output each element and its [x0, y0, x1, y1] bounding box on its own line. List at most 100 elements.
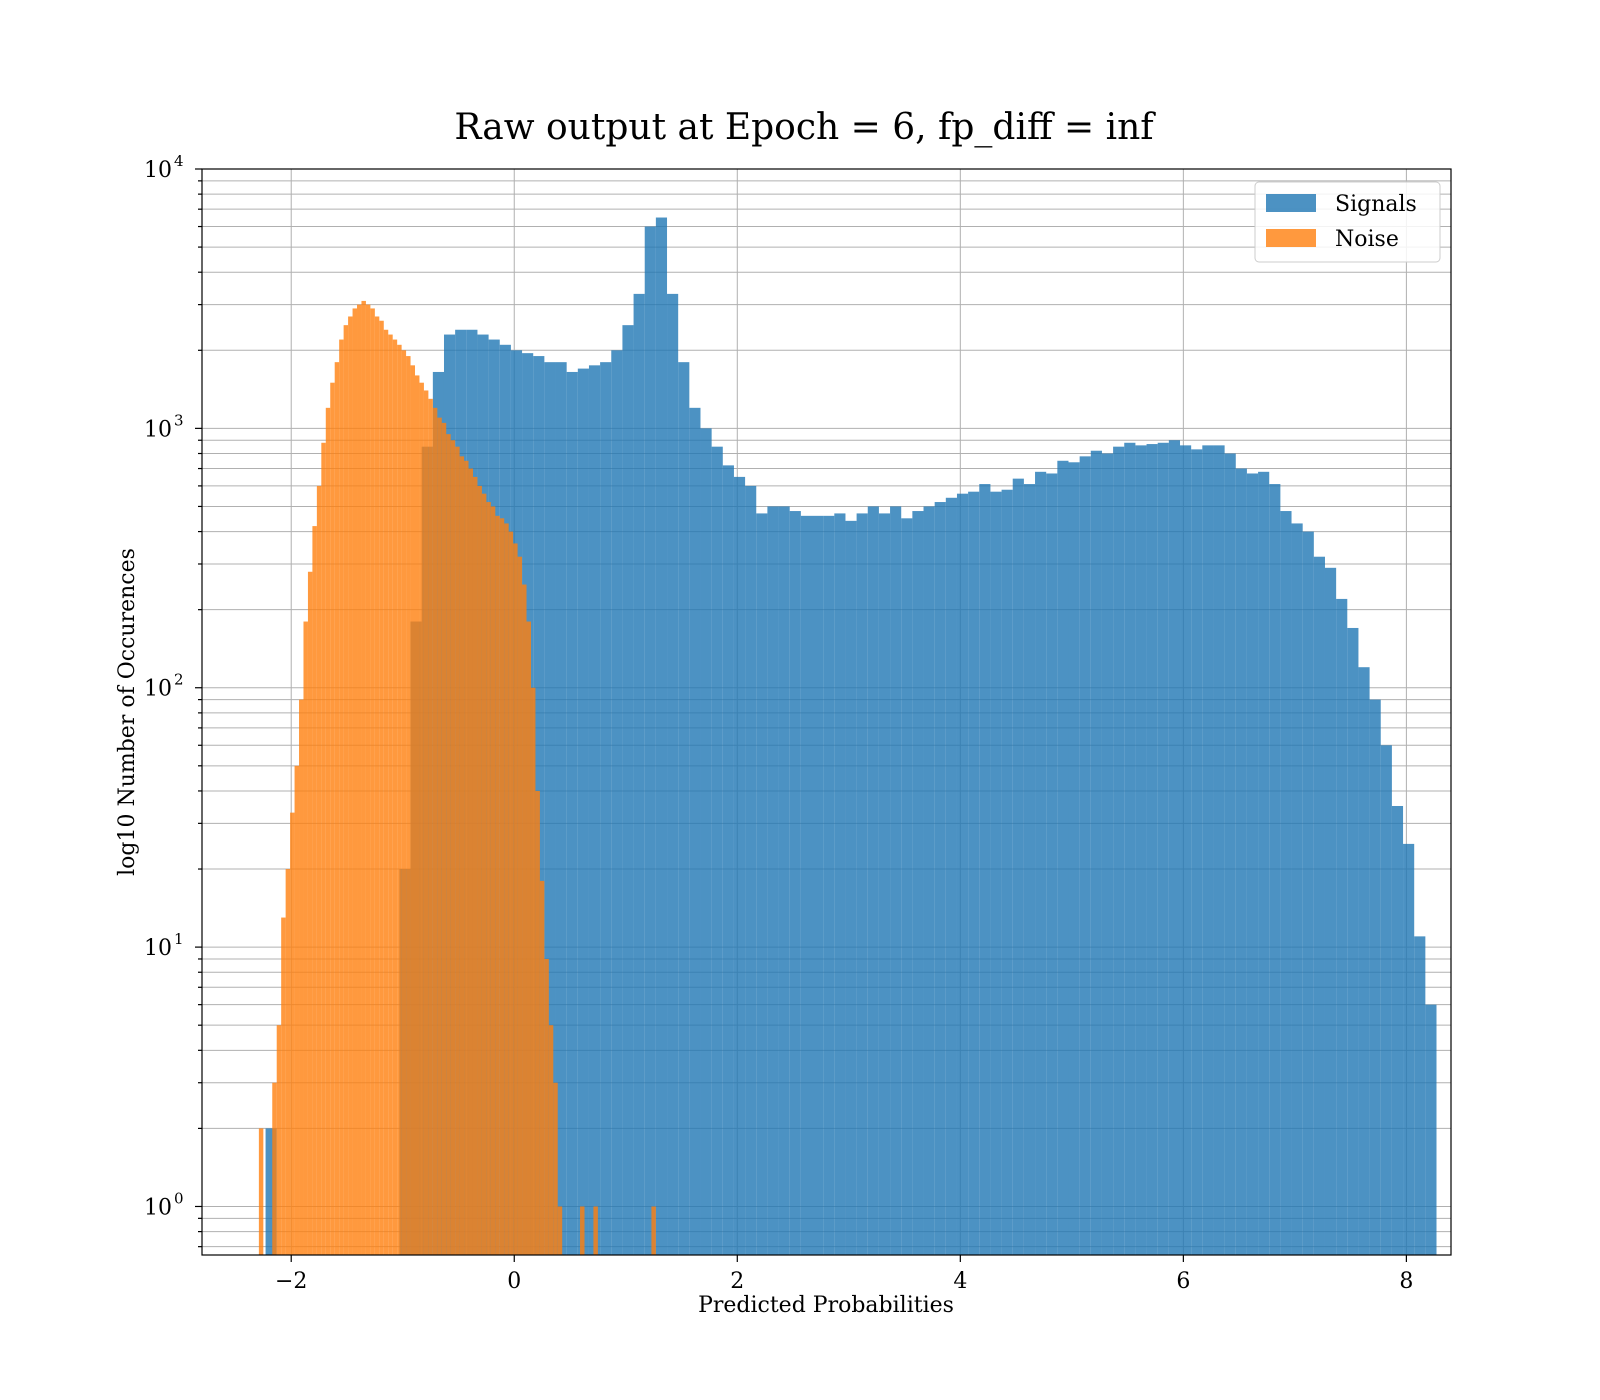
noise-bar — [450, 440, 456, 1256]
signals-bar — [912, 511, 924, 1255]
noise-bar — [321, 442, 326, 1256]
noise-bar — [419, 382, 424, 1255]
noise-bar — [316, 485, 322, 1255]
signals-bar — [856, 513, 868, 1255]
noise-bar — [651, 1206, 656, 1255]
x-tick-label: 0 — [507, 1269, 521, 1294]
signals-bar — [622, 325, 634, 1255]
x-axis-ticks: −2 0 2 4 6 8 — [275, 1255, 1413, 1294]
noise-bar — [486, 502, 491, 1255]
noise-bar — [513, 543, 518, 1255]
signals-bar — [733, 476, 746, 1256]
signals-bar — [979, 484, 991, 1256]
signals-bar — [1369, 699, 1381, 1255]
signals-bar — [1079, 456, 1091, 1255]
noise-bar — [428, 398, 433, 1255]
y-axis-label: log10 Number of Occurences — [115, 548, 140, 876]
legend: Signals Noise — [1254, 181, 1441, 263]
signals-bar — [644, 226, 656, 1256]
noise-bar — [499, 518, 505, 1255]
noise-bar — [281, 917, 286, 1255]
noise-bar — [557, 1206, 563, 1255]
signals-bar — [812, 515, 824, 1255]
noise-bar — [276, 1025, 282, 1255]
signals-bar — [1403, 843, 1415, 1255]
noise-bar — [495, 515, 500, 1255]
signals-bar — [600, 362, 612, 1255]
signals-bar — [800, 515, 813, 1255]
signals-bar — [265, 1128, 277, 1255]
noise-bar — [437, 417, 442, 1255]
signals-bar — [1035, 471, 1047, 1255]
noise-bar — [374, 316, 380, 1255]
signals-bar — [867, 506, 879, 1255]
signals-bar — [1023, 484, 1036, 1256]
noise-bar — [455, 446, 460, 1255]
signals-bar — [1269, 484, 1281, 1256]
signals-bar — [1180, 445, 1192, 1256]
noise-bar — [299, 699, 304, 1255]
signals-bar — [1235, 468, 1247, 1255]
signals-bar — [901, 518, 913, 1255]
signals-bar — [1146, 444, 1158, 1255]
noise-bar — [348, 316, 353, 1255]
noise-bar — [365, 304, 371, 1255]
x-tick-label: 2 — [730, 1269, 744, 1294]
signals-bar — [1068, 462, 1080, 1255]
noise-bar — [294, 765, 300, 1255]
plot-frame — [201, 168, 1452, 1256]
legend-swatch-noise — [1266, 229, 1316, 247]
histogram-bars — [258, 217, 1437, 1256]
noise-bar — [312, 526, 317, 1255]
signals-bar — [1113, 446, 1125, 1255]
signals-bar — [1425, 1004, 1437, 1255]
noise-bar — [468, 468, 473, 1255]
signals-bar — [968, 491, 980, 1255]
y-tick-exponent: 3 — [174, 411, 184, 429]
signals-bar — [823, 515, 835, 1255]
y-tick-label: 10 — [144, 158, 172, 183]
signals-bar — [1046, 473, 1058, 1255]
noise-bar — [522, 584, 527, 1255]
noise-bar — [504, 523, 509, 1255]
signals-bar — [1391, 805, 1404, 1255]
signals-bar — [1124, 442, 1136, 1256]
noise-bar — [303, 621, 308, 1255]
signals-bar — [611, 350, 623, 1255]
noise-bar — [361, 300, 366, 1256]
signals-bar — [1336, 598, 1348, 1255]
y-tick-exponent: 4 — [174, 152, 184, 170]
signals-bar — [778, 506, 790, 1255]
x-axis-label: Predicted Probabilities — [698, 1293, 954, 1318]
noise-bar — [508, 531, 514, 1255]
noise-bar — [477, 485, 482, 1255]
noise-bar — [343, 325, 349, 1255]
noise-bar — [334, 362, 340, 1255]
signals-bar — [890, 506, 902, 1255]
signals-bar — [711, 446, 723, 1255]
noise-bar — [432, 407, 438, 1255]
noise-bar — [548, 1025, 554, 1255]
signals-bar — [789, 511, 801, 1255]
y-tick-exponent: 1 — [174, 930, 184, 948]
legend-label-signals: Signals — [1335, 192, 1417, 217]
noise-bar — [481, 493, 487, 1255]
series-noise — [258, 300, 656, 1256]
noise-bar — [272, 1082, 277, 1255]
signals-bar — [945, 497, 957, 1256]
signals-bar — [1358, 667, 1370, 1255]
signals-bar — [1280, 511, 1292, 1255]
signals-bar — [667, 293, 679, 1255]
signals-bar — [544, 362, 556, 1255]
noise-bar — [352, 308, 358, 1255]
signals-bar — [934, 502, 946, 1255]
signals-bar — [1090, 450, 1102, 1255]
noise-bar — [544, 958, 549, 1255]
x-tick-label: 4 — [953, 1269, 967, 1294]
signals-bar — [633, 293, 645, 1255]
signals-bar — [834, 513, 846, 1255]
noise-bar — [285, 869, 291, 1255]
signals-bar — [1168, 440, 1181, 1256]
